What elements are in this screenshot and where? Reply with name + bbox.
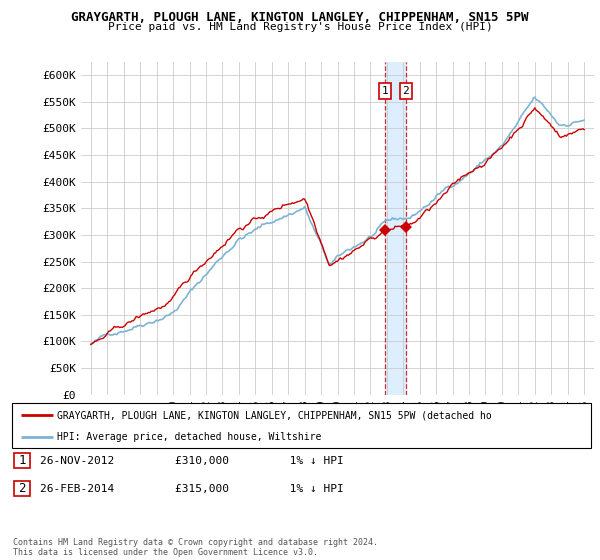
Text: 1: 1 — [382, 86, 389, 96]
Text: GRAYGARTH, PLOUGH LANE, KINGTON LANGLEY, CHIPPENHAM, SN15 5PW: GRAYGARTH, PLOUGH LANE, KINGTON LANGLEY,… — [71, 11, 529, 24]
Text: 26-NOV-2012         £310,000         1% ↓ HPI: 26-NOV-2012 £310,000 1% ↓ HPI — [40, 456, 344, 466]
Text: 26-FEB-2014         £315,000         1% ↓ HPI: 26-FEB-2014 £315,000 1% ↓ HPI — [40, 484, 344, 494]
Text: GRAYGARTH, PLOUGH LANE, KINGTON LANGLEY, CHIPPENHAM, SN15 5PW (detached ho: GRAYGARTH, PLOUGH LANE, KINGTON LANGLEY,… — [57, 410, 492, 421]
Text: HPI: Average price, detached house, Wiltshire: HPI: Average price, detached house, Wilt… — [57, 432, 322, 442]
Text: 2: 2 — [403, 86, 409, 96]
Text: Price paid vs. HM Land Registry's House Price Index (HPI): Price paid vs. HM Land Registry's House … — [107, 22, 493, 32]
Text: 2: 2 — [19, 482, 26, 496]
FancyBboxPatch shape — [12, 403, 591, 448]
Text: Contains HM Land Registry data © Crown copyright and database right 2024.
This d: Contains HM Land Registry data © Crown c… — [13, 538, 378, 557]
Text: 1: 1 — [19, 454, 26, 468]
FancyBboxPatch shape — [14, 481, 30, 496]
FancyBboxPatch shape — [14, 454, 30, 468]
Bar — [385, 62, 406, 395]
